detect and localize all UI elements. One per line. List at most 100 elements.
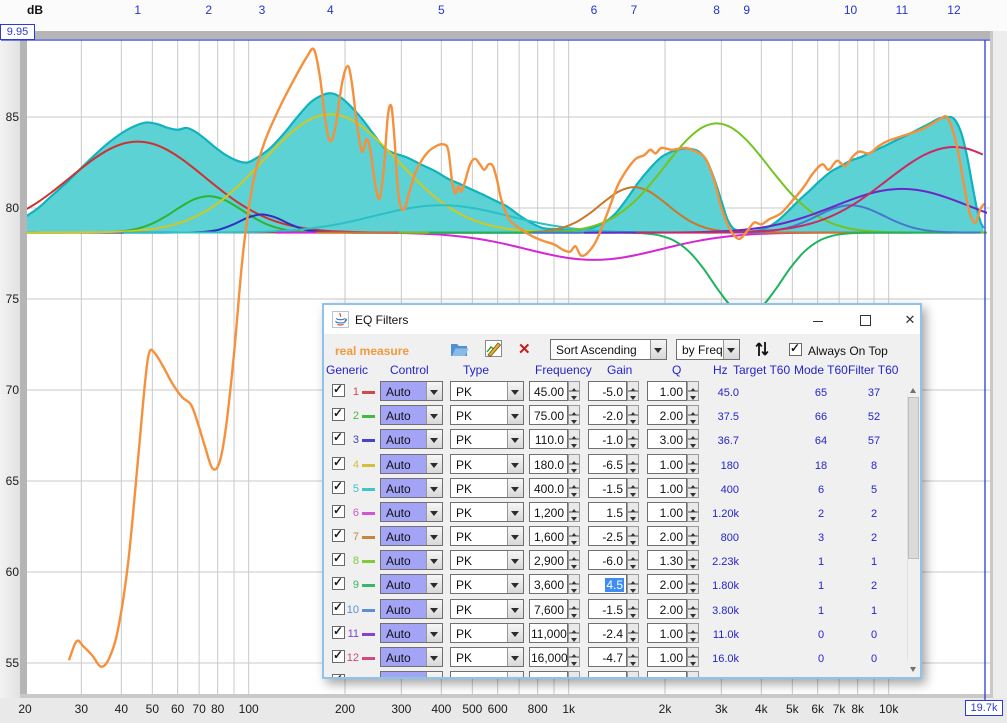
spinner-down-icon[interactable] — [568, 464, 580, 474]
q-spinner[interactable]: 1.00 — [647, 381, 699, 401]
filter-control-dropdown[interactable]: Auto — [380, 405, 443, 425]
chevron-down-icon[interactable] — [426, 479, 442, 497]
frequency-value[interactable]: 7,600 — [533, 603, 565, 617]
frequency-value[interactable]: 180.0 — [533, 458, 565, 472]
spinner-up-icon[interactable] — [568, 647, 580, 657]
q-value[interactable]: 3.00 — [659, 433, 684, 447]
q-spinner[interactable]: 2.00 — [647, 574, 699, 594]
frequency-spinner[interactable] — [529, 671, 580, 679]
q-spinner[interactable]: 1.00 — [647, 454, 699, 474]
gain-value[interactable]: -2.5 — [601, 530, 624, 544]
q-spinner[interactable]: 1.00 — [647, 478, 699, 498]
filter-type-dropdown[interactable]: PK — [450, 526, 524, 546]
frequency-value[interactable]: 75.00 — [533, 409, 565, 423]
spinner-down-icon[interactable] — [627, 633, 639, 643]
frequency-value[interactable]: 1,200 — [533, 506, 565, 520]
filter-type-dropdown[interactable]: PK — [450, 429, 524, 449]
filter-control-dropdown[interactable]: Auto — [380, 526, 443, 546]
frequency-spinner[interactable]: 110.0 — [529, 429, 580, 449]
spinner-down-icon[interactable] — [568, 512, 580, 522]
gain-spinner[interactable] — [588, 671, 639, 679]
gain-spinner[interactable]: -4.7 — [588, 647, 639, 667]
filter-control-dropdown[interactable]: Auto — [380, 599, 443, 619]
frequency-spinner[interactable]: 180.0 — [529, 454, 580, 474]
spinner-up-icon[interactable] — [568, 550, 580, 560]
frequency-value[interactable]: 3,600 — [533, 578, 565, 592]
q-value[interactable]: 1.00 — [659, 482, 684, 496]
q-spinner[interactable]: 1.30 — [647, 550, 699, 570]
q-spinner[interactable]: 1.00 — [647, 623, 699, 643]
spinner-down-icon[interactable] — [627, 584, 639, 594]
frequency-spinner[interactable]: 3,600 — [529, 574, 580, 594]
q-spinner[interactable]: 2.00 — [647, 405, 699, 425]
scroll-up-button[interactable] — [907, 380, 920, 395]
filter-control-dropdown[interactable]: Auto — [380, 502, 443, 522]
swap-sort-direction-icon[interactable] — [755, 340, 769, 358]
filter-control-dropdown[interactable]: Auto — [380, 381, 443, 401]
chevron-down-icon[interactable] — [426, 430, 442, 448]
spinner-up-icon[interactable] — [627, 647, 639, 657]
gain-value[interactable]: -1.5 — [601, 482, 624, 496]
spinner-down-icon[interactable] — [568, 439, 580, 449]
spinner-up-icon[interactable] — [627, 599, 639, 609]
filter-type-dropdown[interactable]: PK — [450, 502, 524, 522]
spinner-up-icon[interactable] — [568, 599, 580, 609]
q-value[interactable]: 1.00 — [659, 385, 684, 399]
gain-value[interactable] — [622, 675, 624, 679]
frequency-value[interactable]: 45.00 — [533, 385, 565, 399]
spinner-up-icon[interactable] — [627, 381, 639, 391]
gain-value[interactable]: -6.5 — [601, 458, 624, 472]
frequency-spinner[interactable]: 1,200 — [529, 502, 580, 522]
spinner-down-icon[interactable] — [627, 536, 639, 546]
filter-type-dropdown[interactable]: PK — [450, 478, 524, 498]
spinner-up-icon[interactable] — [568, 381, 580, 391]
chevron-down-icon[interactable] — [507, 648, 523, 666]
q-spinner[interactable] — [647, 671, 699, 679]
close-button[interactable]: ✕ — [894, 309, 922, 330]
q-value[interactable] — [682, 675, 684, 679]
chevron-down-icon[interactable] — [507, 527, 523, 545]
frequency-value[interactable]: 110.0 — [534, 433, 565, 447]
frequency-value[interactable]: 16,000 — [530, 651, 569, 665]
filter-control-dropdown[interactable]: Auto — [380, 574, 443, 594]
q-spinner[interactable]: 1.00 — [647, 647, 699, 667]
spinner-up-icon[interactable] — [627, 405, 639, 415]
sort-by-dropdown[interactable]: by Freq — [676, 339, 740, 360]
gain-spinner[interactable]: -1.0 — [588, 429, 639, 449]
chevron-down-icon[interactable] — [507, 430, 523, 448]
sort-order-dropdown[interactable]: Sort Ascending — [550, 339, 667, 360]
gain-value[interactable]: -1.0 — [601, 433, 624, 447]
q-value[interactable]: 1.00 — [659, 627, 684, 641]
spinner-down-icon[interactable] — [568, 391, 580, 401]
gain-value[interactable]: -6.0 — [601, 554, 624, 568]
filter-type-dropdown[interactable]: PK — [450, 381, 524, 401]
gain-spinner[interactable]: -6.0 — [588, 550, 639, 570]
spinner-up-icon[interactable] — [627, 623, 639, 633]
spinner-up-icon[interactable] — [627, 526, 639, 536]
chevron-down-icon[interactable] — [650, 340, 666, 359]
spinner-up-icon[interactable] — [568, 429, 580, 439]
spinner-up-icon[interactable] — [627, 671, 639, 679]
chevron-down-icon[interactable] — [426, 648, 442, 666]
gain-value[interactable]: 4.5 — [605, 578, 624, 592]
spinner-up-icon[interactable] — [568, 574, 580, 584]
spinner-down-icon[interactable] — [627, 657, 639, 667]
spinner-down-icon[interactable] — [627, 488, 639, 498]
spinner-down-icon[interactable] — [627, 415, 639, 425]
frequency-spinner[interactable]: 45.00 — [529, 381, 580, 401]
gain-spinner[interactable]: -5.0 — [588, 381, 639, 401]
spinner-down-icon[interactable] — [568, 536, 580, 546]
spinner-down-icon[interactable] — [627, 391, 639, 401]
spinner-down-icon[interactable] — [568, 609, 580, 619]
chevron-down-icon[interactable] — [426, 455, 442, 473]
filter-type-dropdown[interactable]: None — [450, 671, 524, 679]
scrollbar-thumb[interactable] — [908, 397, 919, 559]
chevron-down-icon[interactable] — [507, 672, 523, 679]
frequency-value[interactable]: 1,600 — [533, 530, 565, 544]
chevron-down-icon[interactable] — [507, 600, 523, 618]
frequency-spinner[interactable]: 11,000 — [529, 623, 580, 643]
chevron-down-icon[interactable] — [426, 575, 442, 593]
chevron-down-icon[interactable] — [507, 503, 523, 521]
gain-spinner[interactable]: -2.0 — [588, 405, 639, 425]
frequency-value[interactable] — [563, 675, 565, 679]
